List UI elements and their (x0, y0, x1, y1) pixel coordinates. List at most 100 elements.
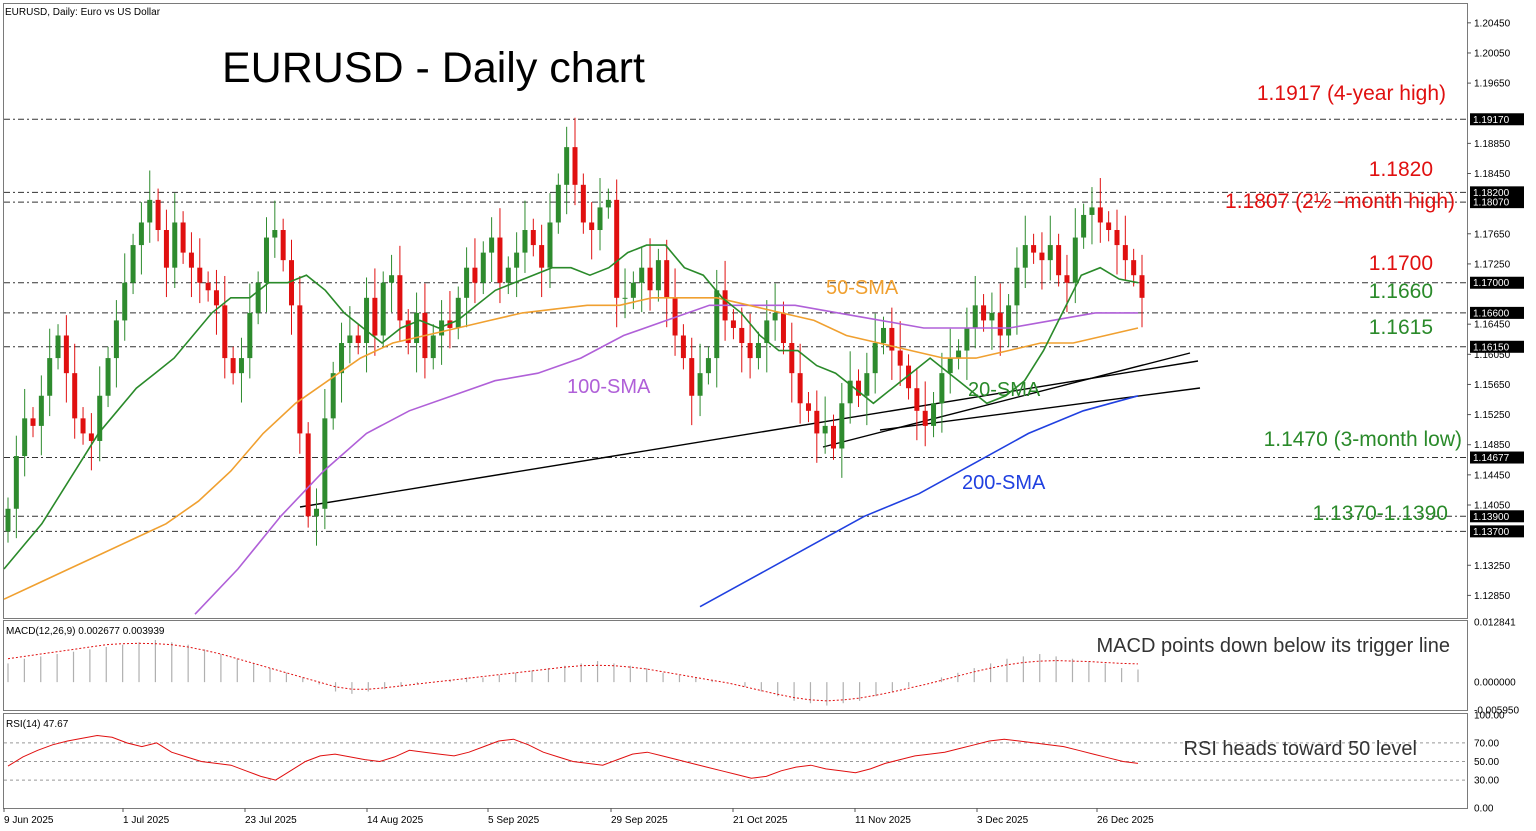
candle-bull (347, 335, 353, 344)
candle-bull (939, 373, 945, 404)
macd-header: MACD(12,26,9) 0.002677 0.003939 (6, 626, 165, 637)
candle-bull (380, 282, 386, 336)
candle-bear (222, 305, 228, 359)
level-label-1820: 1.1820 (1369, 158, 1433, 181)
level-tag-box (1470, 276, 1524, 289)
trendline-lower (299, 360, 1199, 508)
macd-tick-label: 0.012841 (1474, 618, 1516, 629)
candle-bear (163, 230, 169, 268)
price-tick-label: 1.16050 (1474, 350, 1511, 361)
rsi-tick-label: 0.00 (1474, 804, 1494, 815)
candle-bull (122, 282, 128, 321)
candle-bull (839, 403, 845, 449)
candle-bull (964, 327, 970, 351)
candle-bull (1072, 237, 1078, 283)
price-tick-label: 1.14050 (1474, 500, 1511, 511)
horizontal-levels (4, 118, 1467, 532)
candle-bear (680, 335, 686, 359)
candle-bear (280, 230, 286, 261)
candle-bull (272, 230, 278, 238)
price-tick-label: 1.18850 (1474, 139, 1511, 150)
candle-bear (856, 380, 861, 396)
candle-bull (714, 290, 720, 359)
candle-bull (339, 343, 345, 374)
candle-bull (705, 358, 711, 374)
candle-bull (172, 222, 178, 268)
price-tick-label: 1.20050 (1474, 48, 1511, 59)
macd-pane: 0.012841 0.000000 -0.005950 (7, 618, 1519, 717)
sma20-label: 20-SMA (968, 379, 1041, 401)
candle-bear (30, 418, 36, 426)
time-tick-label: 1 Jul 2025 (123, 815, 170, 826)
level-tag-text: 1.18200 (1473, 188, 1510, 199)
chart-title: EURUSD - Daily chart (222, 44, 645, 92)
candle-bear (780, 312, 786, 344)
candle-bear (1114, 230, 1120, 246)
macd-signal-line (7, 642, 1139, 702)
level-tag-text: 1.14677 (1473, 453, 1510, 464)
candle-bull (547, 222, 553, 268)
rsi-header: RSI(14) 47.67 (6, 719, 69, 730)
price-tick-label: 1.18450 (1474, 169, 1511, 180)
level-label-1807: 1.1807 (2½ -month high) (1225, 190, 1455, 213)
candle-bear (914, 388, 920, 411)
level-tag-box (1470, 510, 1524, 523)
level-tag-text: 1.13900 (1473, 512, 1510, 523)
time-tick-label: 29 Sep 2025 (611, 815, 668, 826)
candle-bull (989, 312, 995, 321)
price-tick-label: 1.15650 (1474, 380, 1511, 391)
rsi-tick-label: 50.00 (1474, 757, 1499, 768)
candle-bull (605, 199, 611, 208)
candle-bull (1081, 214, 1087, 238)
candle-bear (889, 327, 895, 351)
candle-bear (730, 320, 736, 328)
candle-bear (789, 343, 795, 374)
candle-bull (439, 320, 445, 336)
candle-bull (864, 373, 870, 396)
time-tick-label: 23 Jul 2025 (245, 815, 297, 826)
candle-bull (881, 327, 887, 344)
candle-bull (255, 282, 261, 313)
time-tick-label: 11 Nov 2025 (855, 815, 911, 826)
level-tag-box (1470, 525, 1524, 538)
candle-bear (405, 320, 411, 344)
20-sma-line (3, 244, 1139, 570)
level-label-1370-1390: 1.1370-1.1390 (1313, 502, 1448, 525)
candle-bear (372, 297, 378, 336)
candle-bear (80, 418, 86, 434)
candle-bear (1139, 275, 1145, 298)
price-tick-label: 1.16450 (1474, 320, 1511, 331)
candle-bear (830, 425, 836, 449)
candle-bull (480, 252, 486, 283)
candle-bull (97, 395, 103, 441)
candle-bear (230, 358, 236, 374)
candle-bear (1064, 275, 1070, 283)
macd-pane-frame (3, 620, 1468, 711)
price-tick-label: 1.15250 (1474, 410, 1511, 421)
sma200-label: 200-SMA (962, 472, 1046, 494)
rsi-pane: 100.00 70.00 50.00 30.00 0.00 (4, 711, 1505, 815)
candle-bear (305, 433, 311, 517)
level-tag-text: 1.16600 (1473, 308, 1510, 319)
level-tag-text: 1.16150 (1473, 342, 1510, 353)
candle-bear (63, 335, 69, 374)
price-tick-label: 1.14850 (1474, 440, 1511, 451)
rsi-tick-label: 70.00 (1474, 738, 1499, 749)
candle-bull (38, 395, 44, 426)
candle-bull (414, 312, 420, 344)
candle-bull (931, 403, 937, 426)
100-sma-line (194, 304, 1138, 615)
candle-bear (897, 350, 903, 366)
candle-bull (564, 147, 570, 185)
candle-bull (772, 312, 778, 321)
level-tag-text: 1.19170 (1473, 115, 1510, 126)
symbol-info: EURUSD, Daily: Euro vs US Dollar (5, 7, 161, 18)
candle-bear (1031, 245, 1037, 253)
candle-bear (1122, 245, 1128, 261)
candle-bull (138, 222, 144, 246)
candle-bear (1056, 245, 1062, 276)
candle-bear (1106, 222, 1112, 231)
level-label-1917: 1.1917 (4-year high) (1257, 82, 1446, 105)
ma-labels: 50-SMA 100-SMA 20-SMA 200-SMA (567, 277, 1046, 494)
